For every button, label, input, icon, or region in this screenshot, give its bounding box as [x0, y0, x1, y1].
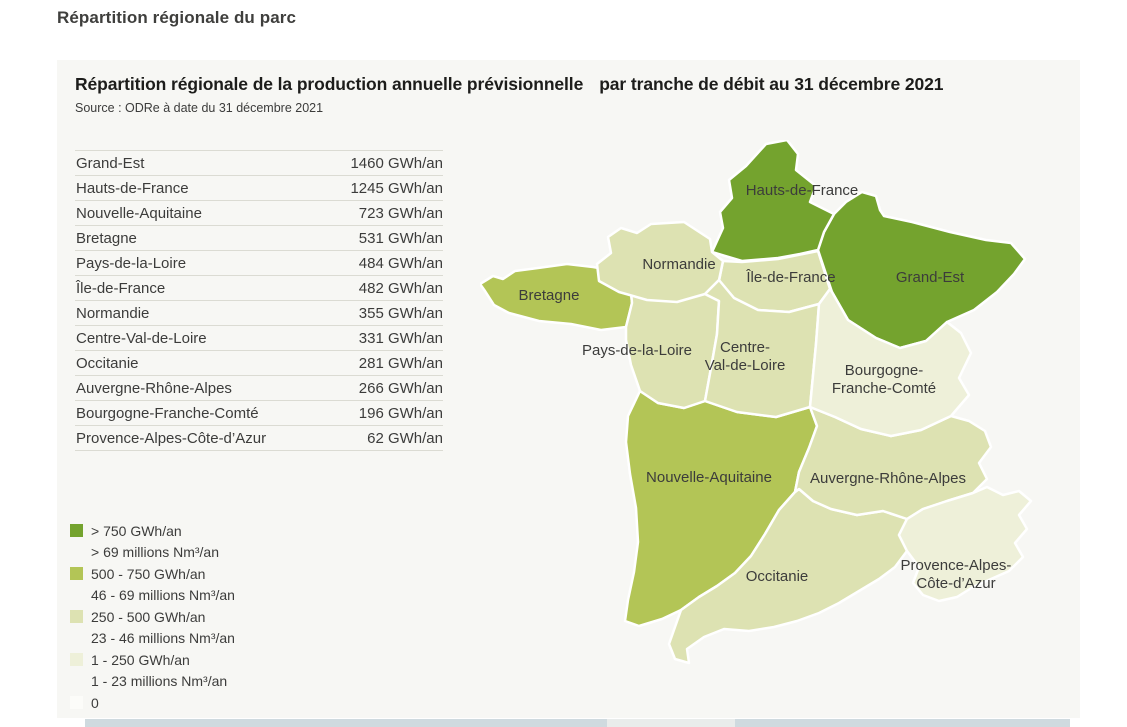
legend-entry: 500 - 750 GWh/an 46 - 69 millions Nm³/an	[70, 563, 235, 606]
table-row: Occitanie 281 GWh/an	[75, 351, 443, 376]
region-name: Bourgogne-Franche-Comté	[76, 404, 259, 422]
legend-swatch	[70, 610, 83, 624]
table-row: Pays-de-la-Loire 484 GWh/an	[75, 251, 443, 276]
region-name: Centre-Val-de-Loire	[76, 329, 207, 347]
legend-sublabel: > 69 millions Nm³/an	[91, 544, 219, 561]
region-value: 62 GWh/an	[367, 429, 443, 447]
legend-entry: 250 - 500 GWh/an 23 - 46 millions Nm³/an	[70, 606, 235, 649]
map-region-provence-alpes-cote-d-azur[interactable]	[897, 485, 1033, 603]
legend-entry: 0	[70, 692, 235, 714]
table-row: Île-de-France 482 GWh/an	[75, 276, 443, 301]
france-map: Grand-EstHauts-de-FranceNouvelle-Aquitai…	[478, 138, 1033, 665]
legend-label: 0	[91, 694, 99, 711]
legend-swatch	[70, 524, 83, 538]
table-row: Nouvelle-Aquitaine 723 GWh/an	[75, 201, 443, 226]
map-legend: > 750 GWh/an > 69 millions Nm³/an 500 - 75…	[70, 520, 235, 714]
table-row: Centre-Val-de-Loire 331 GWh/an	[75, 326, 443, 351]
region-name: Pays-de-la-Loire	[76, 254, 187, 272]
legend-swatch	[70, 696, 83, 710]
map-region-hauts-de-france[interactable]	[710, 138, 836, 263]
table-row: Bourgogne-Franche-Comté 196 GWh/an	[75, 401, 443, 426]
region-name: Auvergne-Rhône-Alpes	[76, 379, 232, 397]
legend-sublabel: 1 - 23 millions Nm³/an	[91, 673, 228, 690]
map-region-bourgogne-franche-comte[interactable]	[808, 287, 973, 438]
region-value: 196 GWh/an	[358, 404, 443, 422]
legend-label: 1 - 250 GWh/an	[91, 651, 190, 668]
chart-panel: Répartition régionale de la production a…	[57, 60, 1080, 718]
region-name: Bretagne	[76, 229, 137, 247]
legend-label: 250 - 500 GWh/an	[91, 608, 206, 625]
legend-sublabel: 23 - 46 millions Nm³/an	[91, 630, 235, 647]
region-value: 1245 GWh/an	[350, 179, 443, 197]
region-name: Île-de-France	[76, 279, 166, 297]
region-name: Hauts-de-France	[76, 179, 189, 197]
region-name: Grand-Est	[76, 154, 145, 172]
table-row: Hauts-de-France 1245 GWh/an	[75, 176, 443, 201]
region-name: Normandie	[76, 304, 150, 322]
region-value: 331 GWh/an	[358, 329, 443, 347]
table-row: Grand-Est 1460 GWh/an	[75, 151, 443, 176]
legend-swatch	[70, 567, 83, 581]
region-value: 1460 GWh/an	[350, 154, 443, 172]
chart-title-part1: Répartition régionale de la production a…	[75, 74, 584, 94]
chart-title-part2: par tranche de débit au 31 décembre 2021	[599, 74, 944, 94]
region-value: 484 GWh/an	[358, 254, 443, 272]
table-row: Normandie 355 GWh/an	[75, 301, 443, 326]
region-value: 723 GWh/an	[358, 204, 443, 222]
table-row: Auvergne-Rhône-Alpes 266 GWh/an	[75, 376, 443, 401]
region-name: Provence-Alpes-Côte-d’Azur	[76, 429, 267, 447]
legend-sublabel: 46 - 69 millions Nm³/an	[91, 587, 235, 604]
region-value: 266 GWh/an	[358, 379, 443, 397]
map-region-normandie[interactable]	[595, 220, 725, 304]
region-value: 531 GWh/an	[358, 229, 443, 247]
chart-title: Répartition régionale de la production a…	[75, 74, 944, 95]
region-name: Nouvelle-Aquitaine	[76, 204, 202, 222]
legend-entry: 1 - 250 GWh/an 1 - 23 millions Nm³/an	[70, 649, 235, 692]
region-value: 355 GWh/an	[358, 304, 443, 322]
region-values-table: Grand-Est 1460 GWh/an Hauts-de-France 1245 …	[75, 150, 443, 451]
chart-source: Source : ODRe à date du 31 décembre 2021	[75, 101, 324, 115]
page-title: Répartition régionale du parc	[57, 8, 297, 27]
table-row: Bretagne 531 GWh/an	[75, 226, 443, 251]
horizontal-scrollbar[interactable]	[85, 719, 1070, 727]
region-name: Occitanie	[76, 354, 139, 372]
region-value: 482 GWh/an	[358, 279, 443, 297]
table-row: Provence-Alpes-Côte-d’Azur 62 GWh/an	[75, 426, 443, 451]
legend-label: 500 - 750 GWh/an	[91, 565, 206, 582]
legend-swatch	[70, 653, 83, 667]
region-value: 281 GWh/an	[358, 354, 443, 372]
legend-entry: > 750 GWh/an > 69 millions Nm³/an	[70, 520, 235, 563]
legend-label: > 750 GWh/an	[91, 522, 182, 539]
